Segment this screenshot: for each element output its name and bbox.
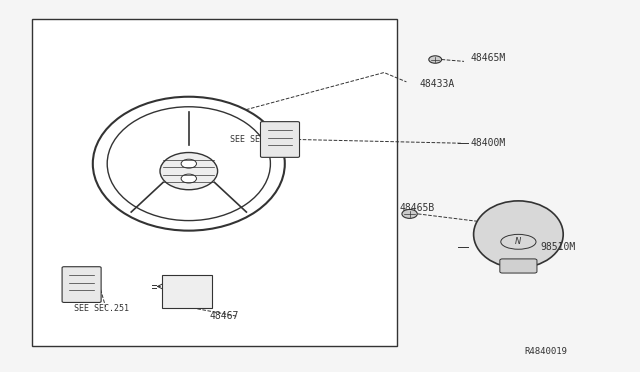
- Ellipse shape: [107, 107, 270, 221]
- FancyBboxPatch shape: [62, 267, 101, 302]
- Text: 48433A: 48433A: [419, 79, 454, 89]
- FancyBboxPatch shape: [162, 275, 212, 308]
- Ellipse shape: [160, 153, 218, 190]
- FancyBboxPatch shape: [500, 259, 537, 273]
- FancyBboxPatch shape: [32, 19, 397, 346]
- Text: 48400M: 48400M: [470, 138, 506, 148]
- Ellipse shape: [501, 234, 536, 249]
- Ellipse shape: [474, 201, 563, 268]
- Text: N: N: [515, 237, 522, 246]
- Text: 48465M: 48465M: [470, 54, 506, 63]
- Circle shape: [181, 174, 196, 183]
- Text: 48467: 48467: [209, 311, 239, 321]
- Text: SEE SEC.251: SEE SEC.251: [74, 304, 129, 313]
- Circle shape: [402, 209, 417, 218]
- Circle shape: [429, 56, 442, 63]
- Text: SEE SEC.251: SEE SEC.251: [230, 135, 285, 144]
- Text: R4840019: R4840019: [525, 347, 568, 356]
- FancyBboxPatch shape: [260, 122, 300, 157]
- Ellipse shape: [93, 97, 285, 231]
- Text: 48465B: 48465B: [400, 203, 435, 213]
- Text: 98510M: 98510M: [541, 243, 576, 252]
- Circle shape: [181, 159, 196, 168]
